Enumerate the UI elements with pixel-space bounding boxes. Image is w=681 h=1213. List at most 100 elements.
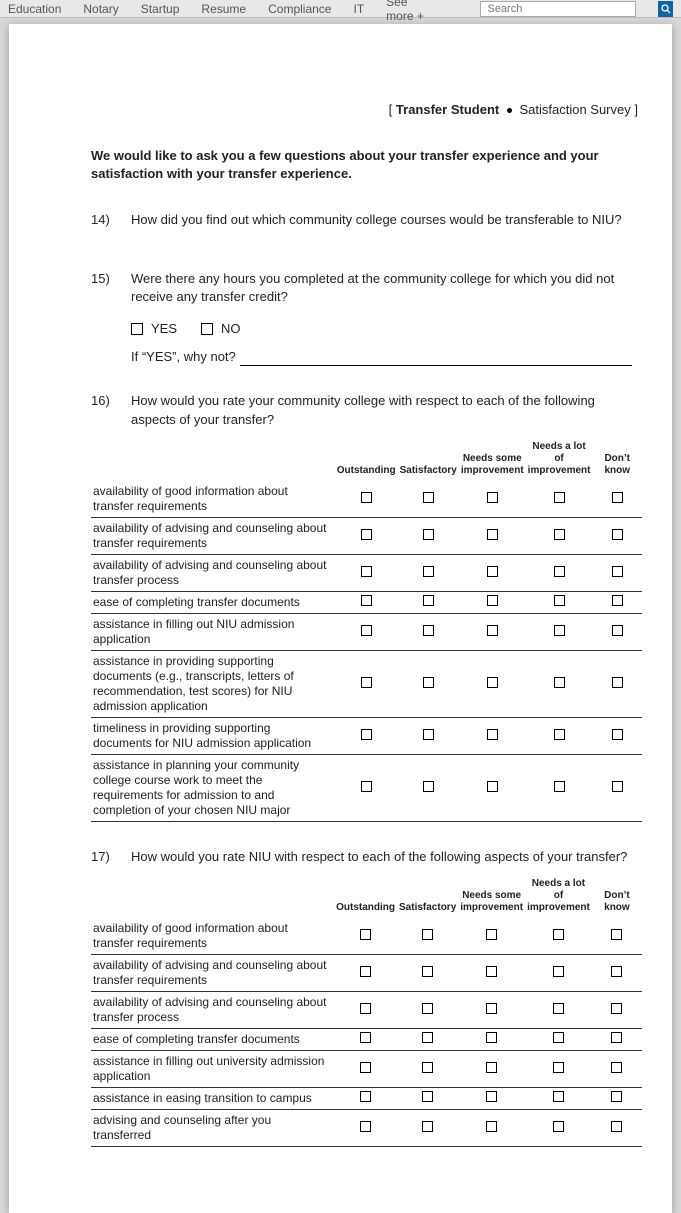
q17-checkbox[interactable] [486,1121,497,1132]
q16-checkbox[interactable] [361,529,372,540]
q17-checkbox[interactable] [611,1121,622,1132]
no-checkbox[interactable] [201,323,213,335]
col-outstanding: Outstanding [334,876,397,918]
q16-checkbox[interactable] [361,781,372,792]
q16-checkbox[interactable] [554,781,565,792]
q16-checkbox[interactable] [487,595,498,606]
q17-checkbox[interactable] [553,1121,564,1132]
q17-checkbox[interactable] [360,966,371,977]
q17-checkbox[interactable] [422,1062,433,1073]
q17-checkbox[interactable] [611,1062,622,1073]
table-row: assistance in easing transition to campu… [91,1087,642,1109]
nav-item[interactable]: Startup [141,2,180,16]
row-label: ease of completing transfer documents [91,1028,334,1050]
q16-checkbox[interactable] [423,729,434,740]
q16-checkbox[interactable] [554,492,565,503]
q17-checkbox[interactable] [611,1032,622,1043]
row-label: availability of good information about t… [91,481,335,518]
q17-checkbox[interactable] [611,1091,622,1102]
q17-checkbox[interactable] [486,966,497,977]
q16-checkbox[interactable] [612,781,623,792]
q17-checkbox[interactable] [553,929,564,940]
row-label: assistance in filling out university adm… [91,1050,334,1087]
nav-item[interactable]: IT [353,2,364,16]
q17-checkbox[interactable] [360,1121,371,1132]
q16-checkbox[interactable] [423,529,434,540]
q17-checkbox[interactable] [422,1003,433,1014]
q16-checkbox[interactable] [612,529,623,540]
q16-checkbox[interactable] [554,566,565,577]
q16-checkbox[interactable] [612,492,623,503]
nav-item[interactable]: Education [8,2,61,16]
whynot-input-line[interactable] [240,354,632,366]
q16-checkbox[interactable] [423,492,434,503]
q16-checkbox[interactable] [612,625,623,636]
search-icon[interactable] [658,1,673,17]
q17-checkbox[interactable] [360,1032,371,1043]
q17-checkbox[interactable] [422,966,433,977]
q17-checkbox[interactable] [553,1062,564,1073]
q17-checkbox[interactable] [611,1003,622,1014]
q17-checkbox[interactable] [553,1091,564,1102]
q16-checkbox[interactable] [361,729,372,740]
q17-checkbox[interactable] [486,929,497,940]
q16-checkbox[interactable] [554,729,565,740]
yes-checkbox[interactable] [131,323,143,335]
q17-checkbox[interactable] [422,1121,433,1132]
q16-checkbox[interactable] [423,595,434,606]
q17-checkbox[interactable] [611,966,622,977]
row-label: availability of advising and counseling … [91,954,334,991]
q17-checkbox[interactable] [486,1032,497,1043]
col-dont-know: Don’t know [592,439,642,481]
q17-checkbox[interactable] [360,1091,371,1102]
q16-checkbox[interactable] [487,781,498,792]
q16-checkbox[interactable] [423,625,434,636]
q16-checkbox[interactable] [361,566,372,577]
q17-checkbox[interactable] [360,929,371,940]
row-label: availability of advising and counseling … [91,554,335,591]
q16-checkbox[interactable] [554,677,565,688]
q17-checkbox[interactable] [553,1032,564,1043]
q17-checkbox[interactable] [486,1091,497,1102]
q17-checkbox[interactable] [360,1003,371,1014]
q16-checkbox[interactable] [361,492,372,503]
q16-checkbox[interactable] [612,595,623,606]
q16-checkbox[interactable] [612,677,623,688]
q17-checkbox[interactable] [422,929,433,940]
q16-checkbox[interactable] [554,625,565,636]
q17-checkbox[interactable] [422,1091,433,1102]
row-label: ease of completing transfer documents [91,591,335,613]
q16-checkbox[interactable] [423,677,434,688]
q16-checkbox[interactable] [487,677,498,688]
q16-checkbox[interactable] [487,625,498,636]
q16-checkbox[interactable] [612,566,623,577]
q16-checkbox[interactable] [612,729,623,740]
intro-text: We would like to ask you a few questions… [91,147,642,183]
nav-item[interactable]: Resume [201,2,246,16]
nav-item[interactable]: Notary [83,2,118,16]
q16-checkbox[interactable] [487,529,498,540]
q17-checkbox[interactable] [486,1062,497,1073]
search-input[interactable] [480,1,636,17]
q17-checkbox[interactable] [611,929,622,940]
col-outstanding: Outstanding [335,439,398,481]
q16-checkbox[interactable] [487,566,498,577]
q17-checkbox[interactable] [422,1032,433,1043]
q17-checkbox[interactable] [553,1003,564,1014]
nav-item[interactable]: Compliance [268,2,331,16]
q16-checkbox[interactable] [487,729,498,740]
q16-checkbox[interactable] [423,566,434,577]
q16-checkbox[interactable] [361,625,372,636]
q17-checkbox[interactable] [553,966,564,977]
q16-checkbox[interactable] [361,595,372,606]
q17-checkbox[interactable] [360,1062,371,1073]
q17-checkbox[interactable] [486,1003,497,1014]
q16-checkbox[interactable] [361,677,372,688]
q16-checkbox[interactable] [554,595,565,606]
table-row: assistance in filling out NIU admission … [91,613,642,650]
table-row: advising and counseling after you transf… [91,1109,642,1146]
q16-checkbox[interactable] [554,529,565,540]
nav-item-more[interactable]: See more + [386,0,436,23]
q16-checkbox[interactable] [487,492,498,503]
q16-checkbox[interactable] [423,781,434,792]
